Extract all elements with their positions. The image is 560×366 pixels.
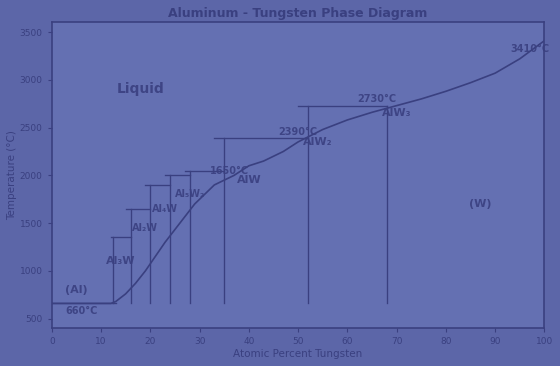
Text: Liquid: Liquid [116,82,164,96]
X-axis label: Atomic Percent Tungsten: Atomic Percent Tungsten [234,349,363,359]
Text: 660°C: 660°C [65,306,97,316]
Text: 2730°C: 2730°C [357,94,396,104]
Text: Al₃W: Al₃W [106,256,136,266]
Text: Al₅W₂: Al₅W₂ [175,190,205,199]
Text: 3410°C: 3410°C [510,44,549,54]
Text: 1650°C: 1650°C [209,165,249,176]
Text: AlW₃: AlW₃ [382,108,412,118]
Text: 2390°C: 2390°C [278,127,318,137]
Y-axis label: Temperature (°C): Temperature (°C) [7,130,17,220]
Text: AlW₂: AlW₂ [303,137,333,147]
Text: (Al): (Al) [65,285,88,295]
Text: (W): (W) [469,199,492,209]
Text: Al₄W: Al₄W [152,204,178,214]
Text: Al₂W: Al₂W [132,223,158,233]
Title: Aluminum - Tungsten Phase Diagram: Aluminum - Tungsten Phase Diagram [169,7,428,20]
Text: AlW: AlW [236,175,261,185]
